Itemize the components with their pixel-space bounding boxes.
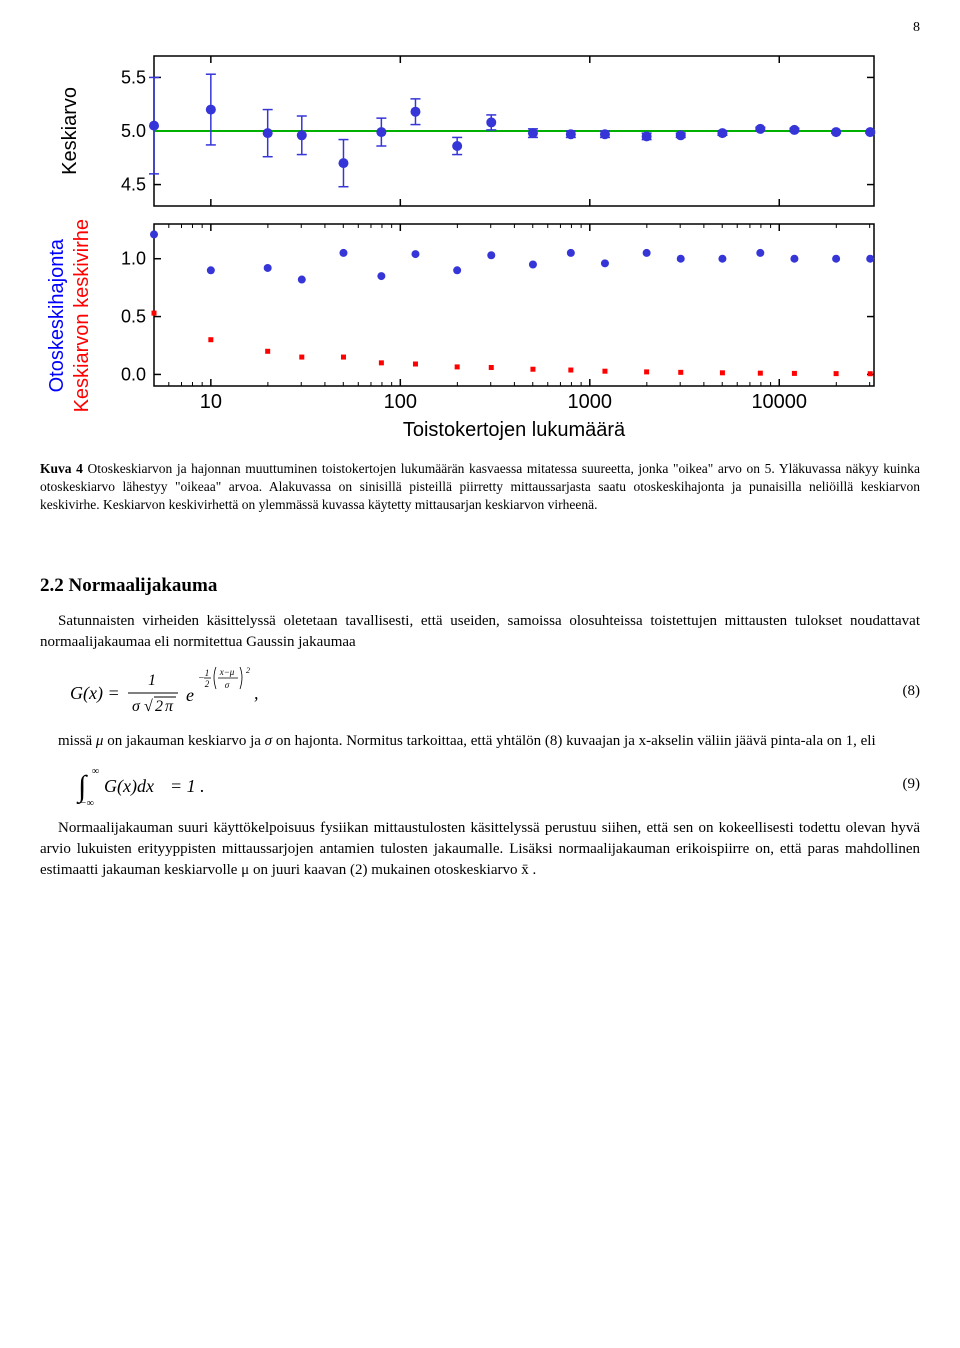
svg-text:x−μ: x−μ xyxy=(219,667,235,677)
svg-text:π: π xyxy=(165,698,174,715)
svg-text:2: 2 xyxy=(155,698,163,715)
svg-text:10000: 10000 xyxy=(751,391,807,413)
svg-text:Toistokertojen lukumäärä: Toistokertojen lukumäärä xyxy=(403,419,626,441)
svg-text:√: √ xyxy=(144,698,153,715)
svg-text:1: 1 xyxy=(205,668,210,678)
chart-bottom-ylabel-a: Otoskeskihajonta xyxy=(46,239,69,392)
paragraph-2: missä μ on jakauman keskiarvo ja σ on ha… xyxy=(40,731,920,752)
eq8-number: (8) xyxy=(860,683,920,700)
eq9-number: (9) xyxy=(860,776,920,793)
svg-text:1.0: 1.0 xyxy=(121,249,146,269)
svg-text:1000: 1000 xyxy=(568,391,613,413)
svg-text:2: 2 xyxy=(205,679,210,689)
chart-bottom-ylabel-b: Keskiarvon keskivirhe xyxy=(71,219,94,412)
svg-text:σ: σ xyxy=(132,698,141,715)
chart-bottom: 0.0 0.5 1.0 10 100 1000 10000 Toistokertojen lu… xyxy=(104,216,884,446)
caption-lead: Kuva 4 xyxy=(40,461,87,476)
chart-top: 4.5 5.0 5.5 xyxy=(104,46,884,216)
svg-text:−: − xyxy=(198,673,205,684)
svg-text:100: 100 xyxy=(384,391,417,413)
svg-text:5.5: 5.5 xyxy=(121,67,146,87)
figure-caption: Kuva 4 Otoskeskiarvon ja hajonnan muuttu… xyxy=(40,460,920,515)
caption-text: Otoskeskiarvon ja hajonnan muuttuminen t… xyxy=(40,461,920,512)
equation-8: G(x) = 1 σ √ 2 π e − 1 2 x−μ σ 2 , (8) xyxy=(40,663,920,721)
svg-text:,: , xyxy=(254,683,259,703)
figure-4: Keskiarvo Otoskeskihajonta Keskiarvon ke… xyxy=(40,46,920,446)
svg-text:= 1 .: = 1 . xyxy=(170,776,205,796)
svg-text:−∞: −∞ xyxy=(80,798,94,808)
svg-text:σ: σ xyxy=(225,680,230,690)
svg-text:e: e xyxy=(186,685,194,705)
svg-text:0.0: 0.0 xyxy=(121,364,146,384)
para2-a: missä xyxy=(58,733,96,749)
svg-text:4.5: 4.5 xyxy=(121,175,146,195)
svg-text:1: 1 xyxy=(148,672,156,689)
svg-text:2: 2 xyxy=(246,666,250,675)
equation-9: ∫ ∞ −∞ G(x)dx = 1 . (9) xyxy=(40,762,920,808)
chart-top-ylabel: Keskiarvo xyxy=(59,87,82,175)
para2-b: on jakauman keskiarvo ja xyxy=(103,733,264,749)
paragraph-1: Satunnaisten virheiden käsittelyssä olet… xyxy=(40,611,920,653)
svg-text:5.0: 5.0 xyxy=(121,121,146,141)
para2-c: on hajonta. Normitus tarkoittaa, että yh… xyxy=(272,733,876,749)
paragraph-3: Normaalijakauman suuri käyttökelpoisuus … xyxy=(40,818,920,881)
svg-text:10: 10 xyxy=(200,391,222,413)
svg-text:G(x) =: G(x) = xyxy=(70,683,120,704)
svg-text:G(x)dx: G(x)dx xyxy=(104,776,154,797)
page-number: 8 xyxy=(40,20,920,36)
svg-text:∞: ∞ xyxy=(92,766,99,777)
svg-text:0.5: 0.5 xyxy=(121,307,146,327)
section-heading: 2.2 Normaalijakauma xyxy=(40,575,920,597)
